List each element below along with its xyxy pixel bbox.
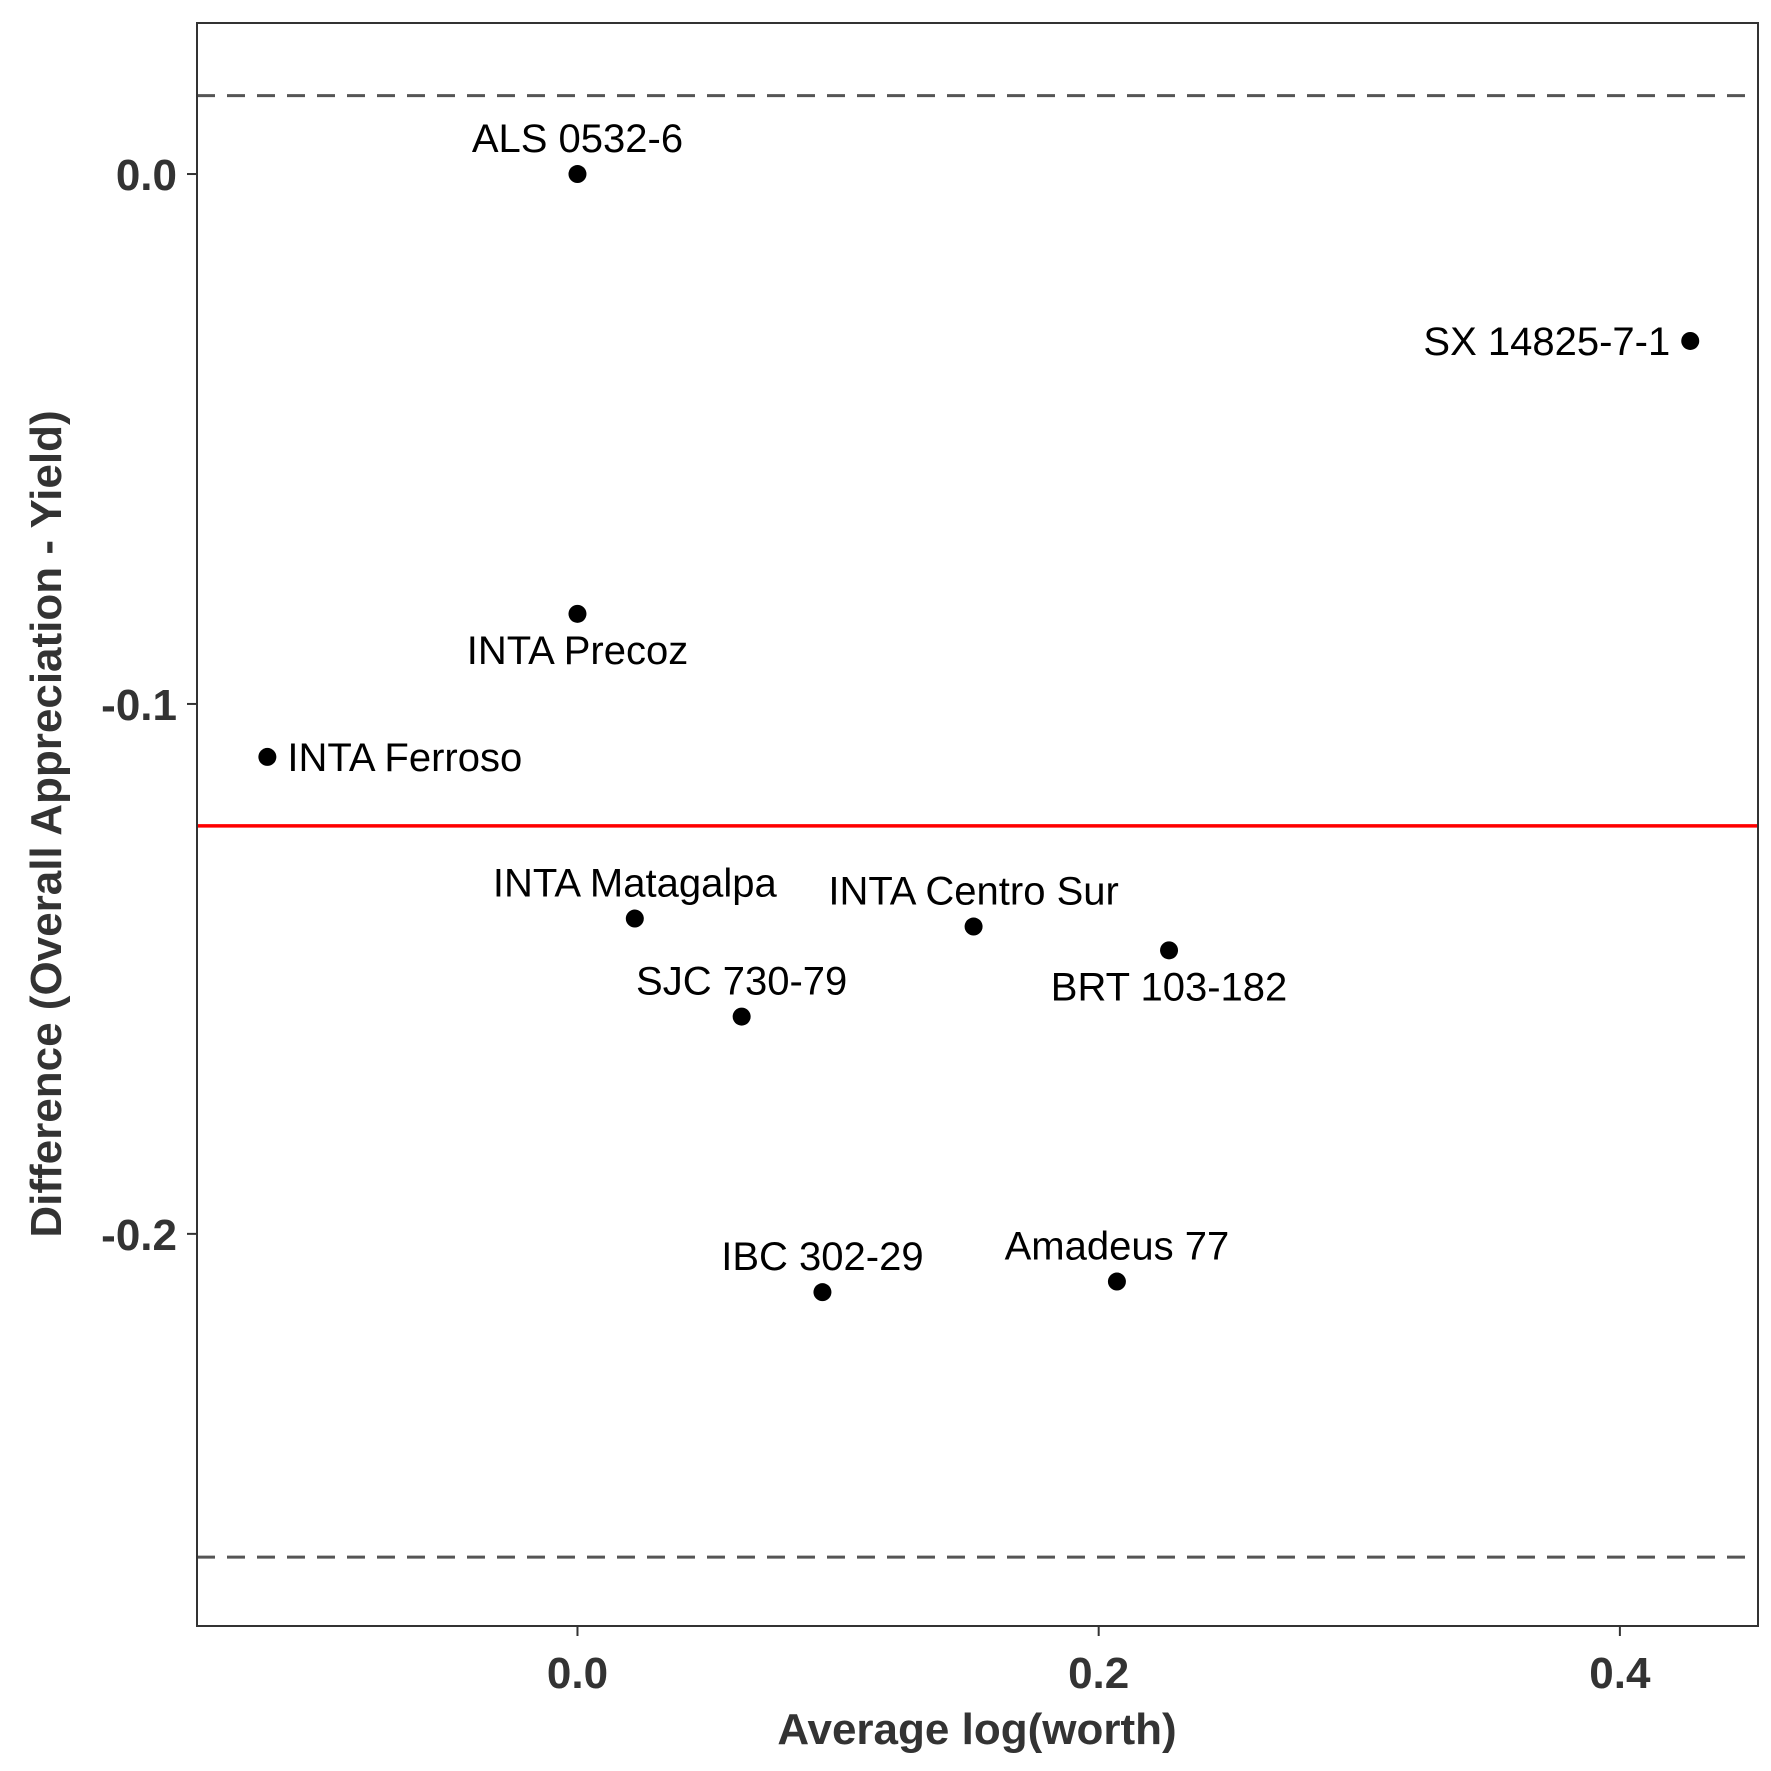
point-labels: ALS 0532-6 SX 14825-7-1 INTA Precoz INTA Fe… bbox=[287, 117, 1670, 1279]
data-point bbox=[625, 909, 644, 928]
x-tick-label: 0.4 bbox=[1589, 1649, 1651, 1698]
x-tick-label: 0.2 bbox=[1068, 1649, 1129, 1698]
point-label: SX 14825-7-1 bbox=[1423, 320, 1670, 364]
y-tick-label: -0.1 bbox=[101, 681, 177, 730]
y-tick-label: -0.2 bbox=[101, 1211, 177, 1260]
data-point bbox=[568, 165, 587, 184]
plot-panel-border bbox=[196, 22, 1759, 1627]
data-point bbox=[1681, 331, 1700, 350]
point-label: INTA Centro Sur bbox=[828, 870, 1118, 914]
x-tick-label: 0.0 bbox=[547, 1649, 608, 1698]
data-point bbox=[732, 1007, 751, 1026]
point-label: INTA Ferroso bbox=[287, 736, 522, 780]
y-tick-label: 0.0 bbox=[116, 151, 177, 200]
data-point bbox=[813, 1283, 832, 1302]
point-label: Amadeus 77 bbox=[1005, 1225, 1230, 1269]
point-label: ALS 0532-6 bbox=[472, 117, 683, 161]
x-axis-title: Average log(worth) bbox=[777, 1705, 1176, 1754]
point-label: SJC 730-79 bbox=[636, 960, 847, 1004]
point-label: INTA Precoz bbox=[467, 629, 689, 673]
point-label: INTA Matagalpa bbox=[493, 862, 778, 906]
data-point bbox=[568, 604, 587, 623]
x-axis: 0.0 0.2 0.4 bbox=[547, 1626, 1651, 1698]
data-point bbox=[1107, 1272, 1126, 1291]
data-points bbox=[258, 165, 1700, 1302]
y-axis-title: Difference (Overall Appreciation - Yield… bbox=[22, 410, 71, 1237]
data-point bbox=[258, 747, 277, 766]
reference-lines bbox=[197, 94, 1758, 1559]
point-label: BRT 103-182 bbox=[1051, 965, 1287, 1009]
y-axis: 0.0 -0.1 -0.2 bbox=[101, 151, 197, 1260]
data-point bbox=[964, 917, 983, 936]
data-point bbox=[1160, 941, 1179, 960]
point-label: IBC 302-29 bbox=[721, 1235, 923, 1279]
